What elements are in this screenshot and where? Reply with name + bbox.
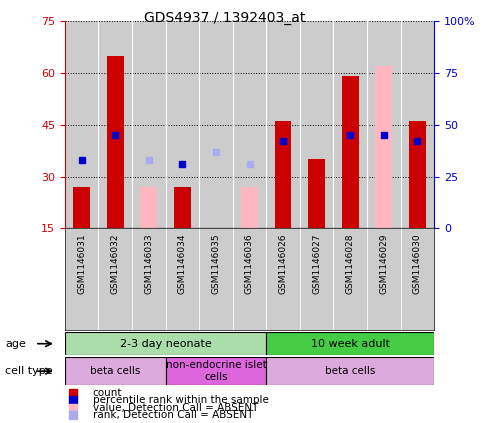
- Text: GSM1146035: GSM1146035: [212, 233, 221, 294]
- Bar: [367, 228, 401, 330]
- Text: GDS4937 / 1392403_at: GDS4937 / 1392403_at: [144, 11, 305, 25]
- Text: GSM1146026: GSM1146026: [278, 233, 287, 294]
- Text: GSM1146033: GSM1146033: [144, 233, 153, 294]
- Text: age: age: [5, 339, 26, 349]
- Bar: [409, 121, 426, 228]
- Bar: [233, 228, 266, 330]
- Bar: [174, 187, 191, 228]
- Bar: [375, 66, 392, 228]
- Bar: [266, 332, 434, 355]
- Bar: [65, 332, 266, 355]
- Text: count: count: [93, 388, 122, 398]
- Bar: [241, 187, 258, 228]
- Bar: [199, 228, 233, 330]
- Text: GSM1146029: GSM1146029: [379, 233, 388, 294]
- Bar: [98, 228, 132, 330]
- Text: GSM1146030: GSM1146030: [413, 233, 422, 294]
- Text: GSM1146031: GSM1146031: [77, 233, 86, 294]
- Text: percentile rank within the sample: percentile rank within the sample: [93, 395, 268, 405]
- Text: beta cells: beta cells: [325, 366, 375, 376]
- Bar: [73, 187, 90, 228]
- Text: beta cells: beta cells: [90, 366, 140, 376]
- Bar: [107, 56, 124, 228]
- Bar: [132, 228, 166, 330]
- Text: GSM1146027: GSM1146027: [312, 233, 321, 294]
- Text: non-endocrine islet
cells: non-endocrine islet cells: [166, 360, 266, 382]
- Bar: [140, 187, 157, 228]
- Text: GSM1146034: GSM1146034: [178, 233, 187, 294]
- Bar: [65, 357, 166, 385]
- Bar: [308, 159, 325, 228]
- Bar: [274, 121, 291, 228]
- Text: cell type: cell type: [5, 366, 52, 376]
- Text: rank, Detection Call = ABSENT: rank, Detection Call = ABSENT: [93, 410, 253, 420]
- Bar: [401, 228, 434, 330]
- Bar: [166, 357, 266, 385]
- Text: 10 week adult: 10 week adult: [311, 339, 390, 349]
- Bar: [65, 228, 98, 330]
- Text: 2-3 day neonate: 2-3 day neonate: [120, 339, 212, 349]
- Text: value, Detection Call = ABSENT: value, Detection Call = ABSENT: [93, 403, 258, 413]
- Text: GSM1146032: GSM1146032: [111, 233, 120, 294]
- Bar: [300, 228, 333, 330]
- Bar: [166, 228, 199, 330]
- Bar: [266, 228, 300, 330]
- Text: GSM1146036: GSM1146036: [245, 233, 254, 294]
- Text: GSM1146028: GSM1146028: [346, 233, 355, 294]
- Bar: [342, 77, 359, 228]
- Bar: [266, 357, 434, 385]
- Bar: [333, 228, 367, 330]
